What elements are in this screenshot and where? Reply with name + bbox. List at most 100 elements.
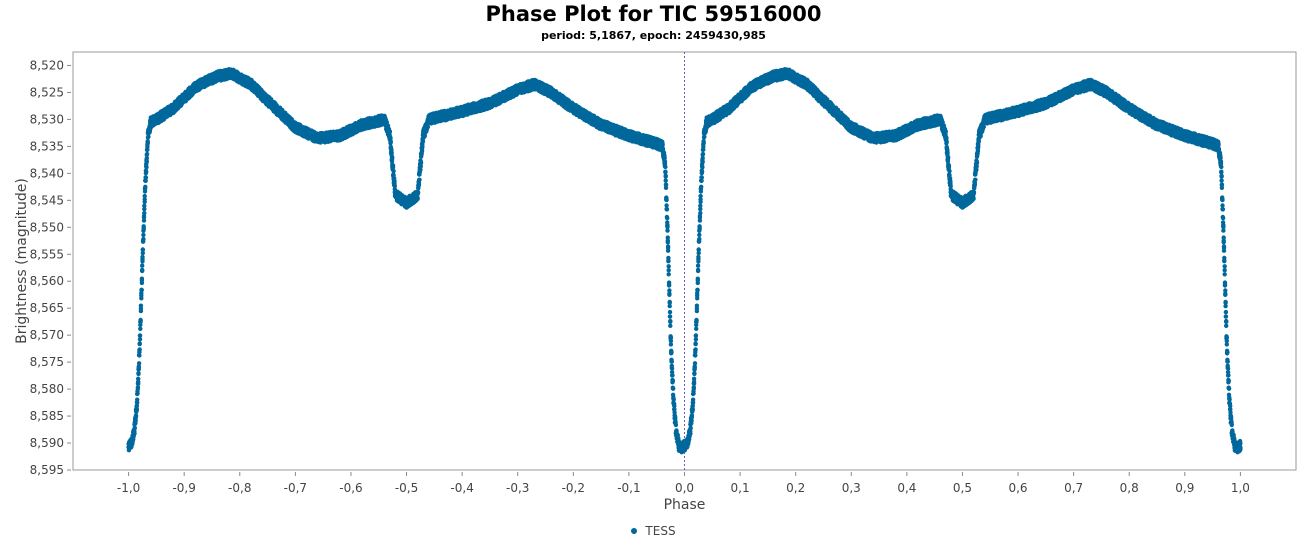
data-point <box>688 431 693 436</box>
data-point <box>137 353 142 358</box>
data-point <box>694 308 700 314</box>
x-axis-label: Phase <box>664 497 706 513</box>
x-tick-label: -0,9 <box>172 481 195 495</box>
data-point <box>133 414 139 419</box>
x-tick-label: -0,2 <box>562 481 585 495</box>
data-point <box>691 381 697 386</box>
data-point <box>136 361 142 366</box>
x-tick-label: 1,0 <box>1231 481 1250 495</box>
data-point <box>142 206 147 212</box>
data-point <box>136 376 141 381</box>
data-point <box>135 385 141 390</box>
data-point <box>142 210 147 216</box>
x-tick-label: 0,4 <box>897 481 916 495</box>
data-point <box>697 236 702 242</box>
data-point <box>139 280 145 286</box>
data-point <box>136 381 141 386</box>
data-point <box>142 199 147 205</box>
data-point <box>138 319 143 325</box>
data-point <box>689 414 695 419</box>
data-point <box>140 256 145 262</box>
data-point <box>140 247 145 253</box>
data-point <box>145 140 150 146</box>
data-point <box>135 397 140 402</box>
y-tick-label: 8,570 <box>30 328 64 342</box>
data-point <box>696 256 701 262</box>
data-point <box>701 144 706 149</box>
data-point <box>692 361 698 366</box>
data-point <box>144 169 149 174</box>
data-point <box>137 337 143 342</box>
data-point <box>697 215 703 220</box>
x-tick-label: -0,3 <box>506 481 529 495</box>
x-tick-label: 0,9 <box>1175 481 1194 495</box>
x-tick-label: 0,3 <box>842 481 861 495</box>
data-point <box>699 169 705 174</box>
data-point <box>694 319 699 325</box>
x-tick-label: -0,8 <box>228 481 251 495</box>
data-point <box>140 267 145 273</box>
data-point <box>146 134 151 139</box>
y-tick-label: 8,555 <box>30 247 64 261</box>
y-tick-label: 8,530 <box>30 112 64 126</box>
x-tick-label: 0,5 <box>953 481 972 495</box>
data-point <box>137 347 142 352</box>
data-point <box>689 418 694 423</box>
data-point <box>137 341 142 346</box>
data-point <box>690 407 695 412</box>
x-tick-label: 0,6 <box>1008 481 1027 495</box>
data-point <box>700 155 705 161</box>
data-point <box>694 303 700 308</box>
data-point <box>691 376 697 381</box>
y-tick-label: 8,560 <box>30 274 64 288</box>
data-point <box>690 397 696 402</box>
data-point <box>142 203 147 208</box>
x-tick-label: -0,7 <box>284 481 307 495</box>
data-point <box>695 263 701 268</box>
data-point <box>144 165 149 170</box>
y-tick-label: 8,580 <box>30 382 64 396</box>
data-point <box>698 199 703 205</box>
y-tick-label: 8,565 <box>30 301 64 315</box>
data-point <box>698 203 703 208</box>
data-point <box>693 333 699 338</box>
y-tick-label: 8,540 <box>30 166 64 180</box>
data-point <box>141 215 147 220</box>
y-tick-label: 8,575 <box>30 355 64 369</box>
data-point <box>138 303 144 308</box>
data-point <box>142 193 147 199</box>
data-point <box>695 287 700 293</box>
data-point <box>695 296 700 301</box>
data-point <box>140 250 145 256</box>
data-point <box>143 178 148 183</box>
data-point <box>700 151 706 157</box>
x-tick-label: 0,1 <box>731 481 750 495</box>
chart-subtitle: period: 5,1867, epoch: 2459430,985 <box>541 29 766 42</box>
data-point <box>695 267 701 273</box>
data-point <box>695 280 700 286</box>
data-point <box>693 347 698 352</box>
data-point <box>144 155 149 161</box>
data-point <box>688 425 693 431</box>
data-point <box>132 425 137 431</box>
data-point <box>700 165 705 170</box>
data-point <box>697 218 703 223</box>
x-tick-label: 0,2 <box>786 481 805 495</box>
data-point <box>139 296 144 301</box>
x-tick-label: 0,8 <box>1120 481 1139 495</box>
x-tick-label: -0,5 <box>395 481 418 495</box>
data-point <box>137 333 143 338</box>
data-point <box>692 371 697 377</box>
x-tick-label: 0,7 <box>1064 481 1083 495</box>
data-point <box>143 184 148 189</box>
data-point <box>136 365 141 370</box>
data-point <box>141 232 146 238</box>
data-point <box>141 218 147 223</box>
data-point <box>692 365 697 370</box>
y-axis-label: Brightness (magnitude) <box>14 178 30 344</box>
data-point <box>141 227 146 232</box>
data-point <box>698 206 703 212</box>
data-point <box>699 178 704 183</box>
data-point <box>699 175 704 180</box>
data-point <box>701 140 706 146</box>
